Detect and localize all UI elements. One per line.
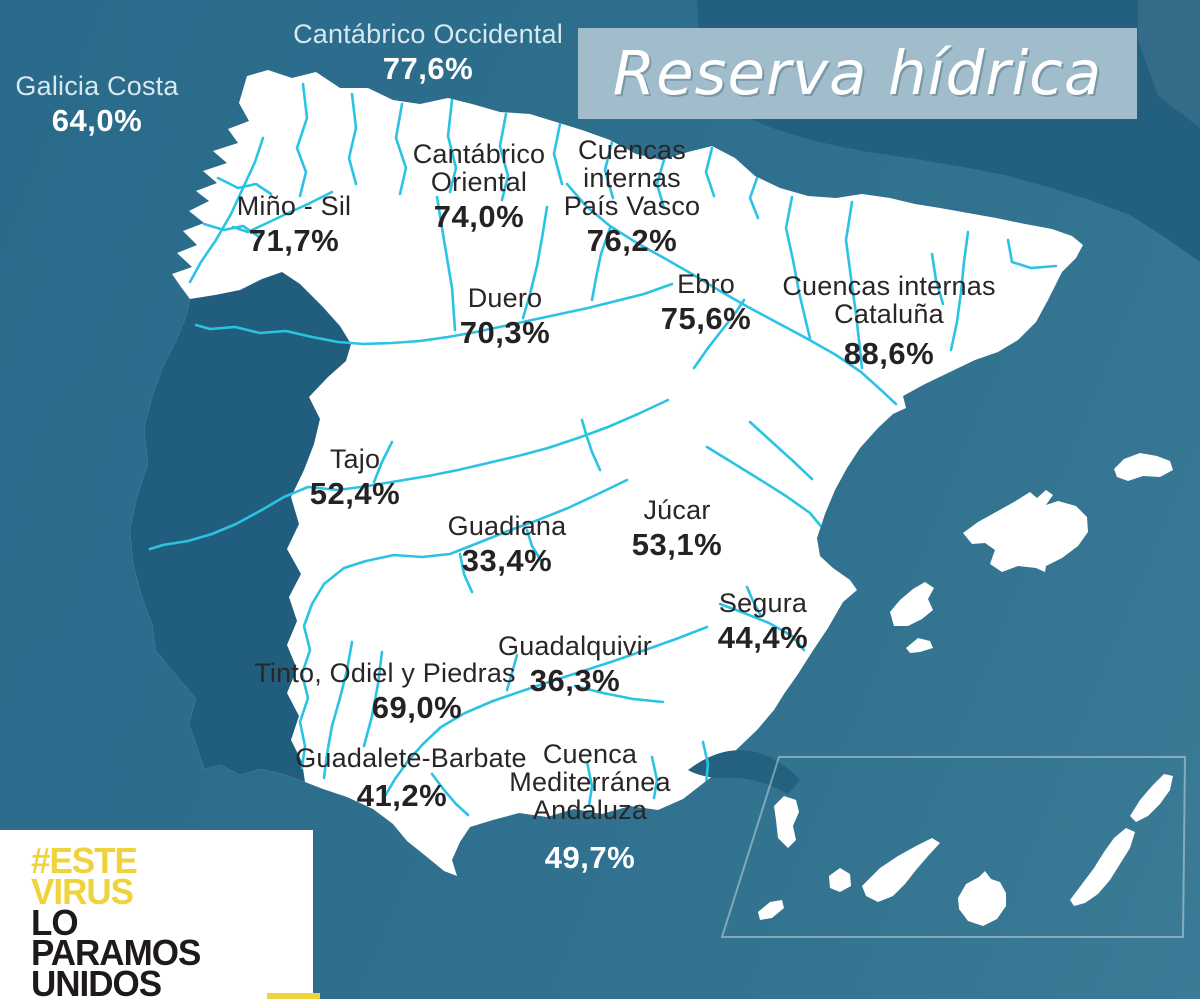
basin-name: Galicia Costa <box>15 71 179 101</box>
campaign-banner: #ESTE VIRUS LO PARAMOS UNIDOS <box>0 830 313 999</box>
basin-value: 71,7% <box>248 223 340 259</box>
basin-label-segura: Segura 44,4% <box>698 589 828 656</box>
campaign-line: VIRUS <box>31 871 134 913</box>
basin-name: Cuenca Mediterránea Andaluza <box>509 739 671 826</box>
basin-name: Guadalete-Barbate <box>295 743 527 773</box>
yellow-accent-strip <box>267 993 320 999</box>
basin-label-ebro: Ebro 75,6% <box>646 270 766 337</box>
basin-name: Tajo <box>329 444 381 474</box>
basin-label-guadiana: Guadiana 33,4% <box>427 512 587 579</box>
basin-label-cuencas-internas-cataluna: Cuencas internas Cataluña 88,6% <box>779 272 999 372</box>
africa-coast-silhouette <box>688 750 800 794</box>
basin-name: Tinto, Odiel y Piedras <box>254 658 516 688</box>
campaign-line: UNIDOS <box>31 963 162 999</box>
sea-highlight-corner <box>1138 0 1200 128</box>
basin-name: Duero <box>467 283 543 313</box>
title-box: Reserva hídrica <box>578 28 1137 119</box>
basin-value: 76,2% <box>586 223 678 259</box>
basin-label-cuenca-mediterranea-andaluza: Cuenca Mediterránea Andaluza 49,7% <box>495 740 685 876</box>
basin-value: 64,0% <box>51 103 143 139</box>
rivers <box>148 82 1058 817</box>
basin-name: Guadiana <box>447 511 567 541</box>
canary-islands-box <box>720 756 1187 938</box>
basin-value: 88,6% <box>843 336 935 372</box>
basin-name: Ebro <box>677 269 735 299</box>
basin-label-cuencas-internas-pais-vasco: Cuencas internas País Vasco 76,2% <box>562 136 702 259</box>
basin-value: 41,2% <box>356 778 448 814</box>
basin-value: 74,0% <box>433 199 525 235</box>
iberian-peninsula <box>130 70 1083 876</box>
basin-name: Cantábrico Occidental <box>293 19 563 49</box>
basin-value: 49,7% <box>544 840 636 876</box>
canary-islands <box>758 774 1173 926</box>
basin-name: Cuencas internas País Vasco <box>563 135 701 222</box>
campaign-line: LO <box>31 902 79 943</box>
basin-label-guadalquivir: Guadalquivir 36,3% <box>480 632 670 699</box>
basin-label-tinto-odiel-piedras: Tinto, Odiel y Piedras 69,0% <box>240 659 530 726</box>
basin-value: 69,0% <box>371 690 463 726</box>
basin-name: Segura <box>718 588 808 618</box>
basin-value: 33,4% <box>461 543 553 579</box>
basin-value: 53,1% <box>631 527 723 563</box>
basin-value: 77,6% <box>382 51 474 87</box>
page-title: Reserva hídrica <box>612 38 1103 109</box>
basin-name: Cuencas internas Cataluña <box>782 271 996 330</box>
basin-label-cantabrico-occidental: Cantábrico Occidental 77,6% <box>288 20 568 87</box>
basin-value: 36,3% <box>529 663 621 699</box>
basin-value: 44,4% <box>717 620 809 656</box>
basin-value: 52,4% <box>309 476 401 512</box>
basin-value: 75,6% <box>660 301 752 337</box>
basin-label-mino-sil: Miño - Sil 71,7% <box>214 192 374 259</box>
basin-name: Guadalquivir <box>498 631 652 661</box>
campaign-line: PARAMOS <box>31 933 201 974</box>
basin-label-cantabrico-oriental: Cantábrico Oriental 74,0% <box>404 140 554 235</box>
basin-name: Cantábrico Oriental <box>412 139 546 198</box>
basin-label-duero: Duero 70,3% <box>435 284 575 351</box>
balearic-islands <box>890 453 1173 653</box>
basin-name: Júcar <box>643 495 711 525</box>
basin-name: Miño - Sil <box>236 191 352 221</box>
basin-label-jucar: Júcar 53,1% <box>617 496 737 563</box>
basin-value: 70,3% <box>459 315 551 351</box>
campaign-line: #ESTE <box>31 840 138 882</box>
basin-label-galicia-costa: Galicia Costa 64,0% <box>7 72 187 139</box>
basin-label-tajo: Tajo 52,4% <box>295 445 415 512</box>
basin-label-guadalete-barbate: Guadalete-Barbate 41,2% <box>256 744 566 814</box>
portugal-landmass <box>130 272 351 782</box>
